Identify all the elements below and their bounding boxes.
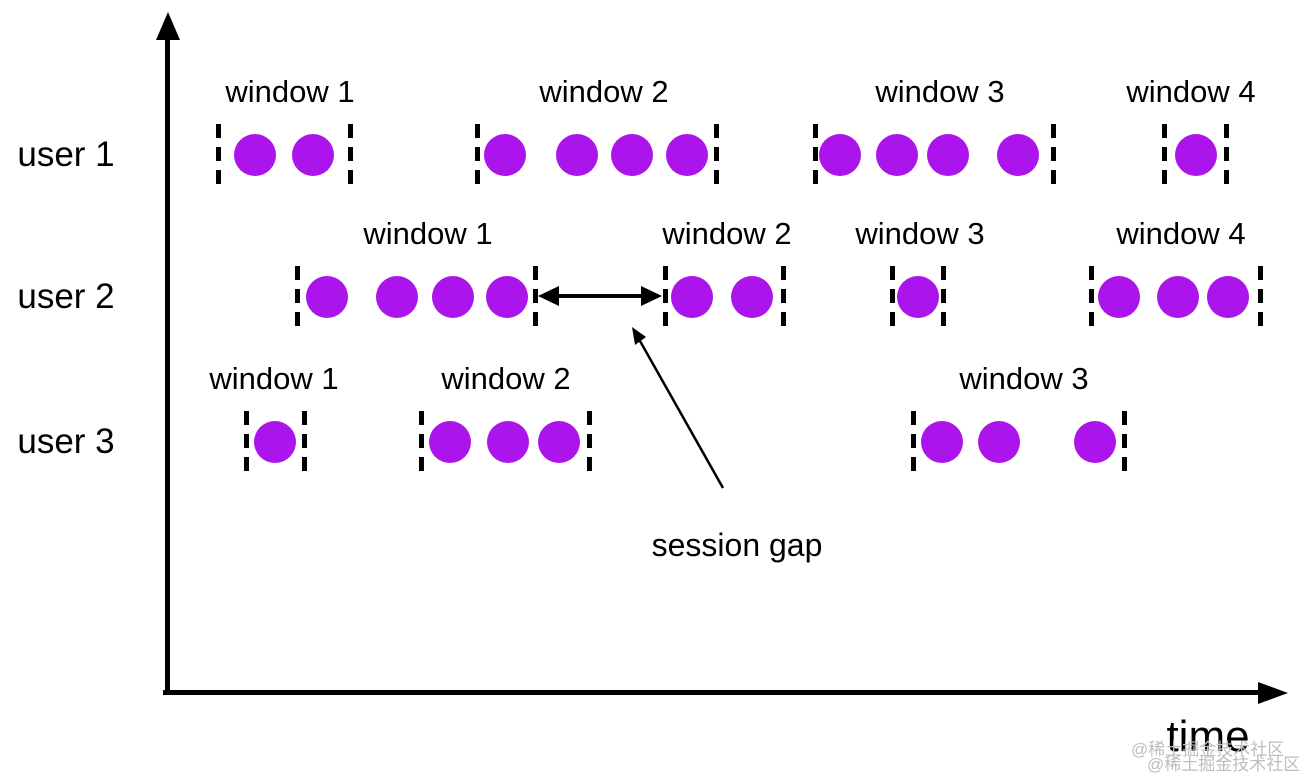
event-dot: [487, 421, 529, 463]
user-1-window-1-end-bracket: [348, 124, 353, 186]
user-2-window-3-end-bracket: [941, 266, 946, 328]
user-2-window-2-start-bracket: [663, 266, 668, 328]
event-dot: [978, 421, 1020, 463]
event-dot: [486, 276, 528, 318]
event-dot: [429, 421, 471, 463]
user-2-window-1-start-bracket: [295, 266, 300, 328]
user-1-window-4-end-bracket: [1224, 124, 1229, 186]
user-2-window-4-end-bracket: [1258, 266, 1263, 328]
event-dot: [484, 134, 526, 176]
user-3-window-2-label: window 2: [441, 361, 571, 396]
user-3-window-2-end-bracket: [587, 411, 592, 473]
event-dot: [666, 134, 708, 176]
event-dot: [1074, 421, 1116, 463]
event-dot: [1175, 134, 1217, 176]
user-1-window-1-start-bracket: [216, 124, 221, 186]
user-2-window-4-start-bracket: [1089, 266, 1094, 328]
x-axis-arrowhead-icon: [1258, 682, 1288, 704]
session-gap-arrowhead-left-icon: [538, 286, 559, 306]
event-dot: [292, 134, 334, 176]
event-dot: [1098, 276, 1140, 318]
event-dot: [376, 276, 418, 318]
session-gap-label: session gap: [651, 527, 823, 563]
user-2-window-4-label: window 4: [1116, 216, 1246, 251]
event-dot: [234, 134, 276, 176]
user-3-window-2-start-bracket: [419, 411, 424, 473]
event-dot: [927, 134, 969, 176]
event-dot: [611, 134, 653, 176]
event-dot: [731, 276, 773, 318]
event-dot: [1157, 276, 1199, 318]
user-3-window-3-label: window 3: [959, 361, 1089, 396]
user-2-label: user 2: [17, 277, 115, 316]
y-axis-arrowhead-icon: [156, 12, 180, 40]
user-1-window-2-end-bracket: [714, 124, 719, 186]
event-dot: [432, 276, 474, 318]
user-1-window-1-label: window 1: [225, 74, 355, 109]
y-axis: [165, 34, 170, 693]
watermark-line-2: @稀土掘金技术社区: [1147, 755, 1301, 774]
event-dot: [556, 134, 598, 176]
watermark-line-1: @稀土掘金技术社区: [1131, 740, 1285, 759]
user-1-window-2-label: window 2: [539, 74, 669, 109]
user-3-window-1-end-bracket: [302, 411, 307, 473]
user-3-window-1-start-bracket: [244, 411, 249, 473]
user-2-window-3-start-bracket: [890, 266, 895, 328]
user-2-window-2-label: window 2: [662, 216, 792, 251]
user-1-window-4-start-bracket: [1162, 124, 1167, 186]
x-axis: [163, 690, 1261, 695]
user-2-window-3-label: window 3: [855, 216, 985, 251]
user-3-window-1-label: window 1: [209, 361, 339, 396]
user-1-window-4-label: window 4: [1126, 74, 1256, 109]
user-2-window-1-end-bracket: [533, 266, 538, 328]
user-1-window-3-label: window 3: [875, 74, 1005, 109]
session-gap-double-arrow: [553, 294, 647, 298]
event-dot: [1207, 276, 1249, 318]
event-dot: [538, 421, 580, 463]
event-dot: [876, 134, 918, 176]
event-dot: [671, 276, 713, 318]
event-dot: [306, 276, 348, 318]
event-dot: [254, 421, 296, 463]
event-dot: [997, 134, 1039, 176]
event-dot: [897, 276, 939, 318]
user-3-window-3-end-bracket: [1122, 411, 1127, 473]
user-3-window-3-start-bracket: [911, 411, 916, 473]
user-1-label: user 1: [17, 135, 115, 174]
user-1-window-3-start-bracket: [813, 124, 818, 186]
event-dot: [921, 421, 963, 463]
user-2-window-1-label: window 1: [363, 216, 493, 251]
user-3-label: user 3: [17, 422, 115, 461]
event-dot: [819, 134, 861, 176]
x-axis-label: time: [1166, 712, 1250, 761]
user-1-window-3-end-bracket: [1051, 124, 1056, 186]
user-1-window-2-start-bracket: [475, 124, 480, 186]
user-2-window-2-end-bracket: [781, 266, 786, 328]
session-gap-arrowhead-right-icon: [641, 286, 662, 306]
